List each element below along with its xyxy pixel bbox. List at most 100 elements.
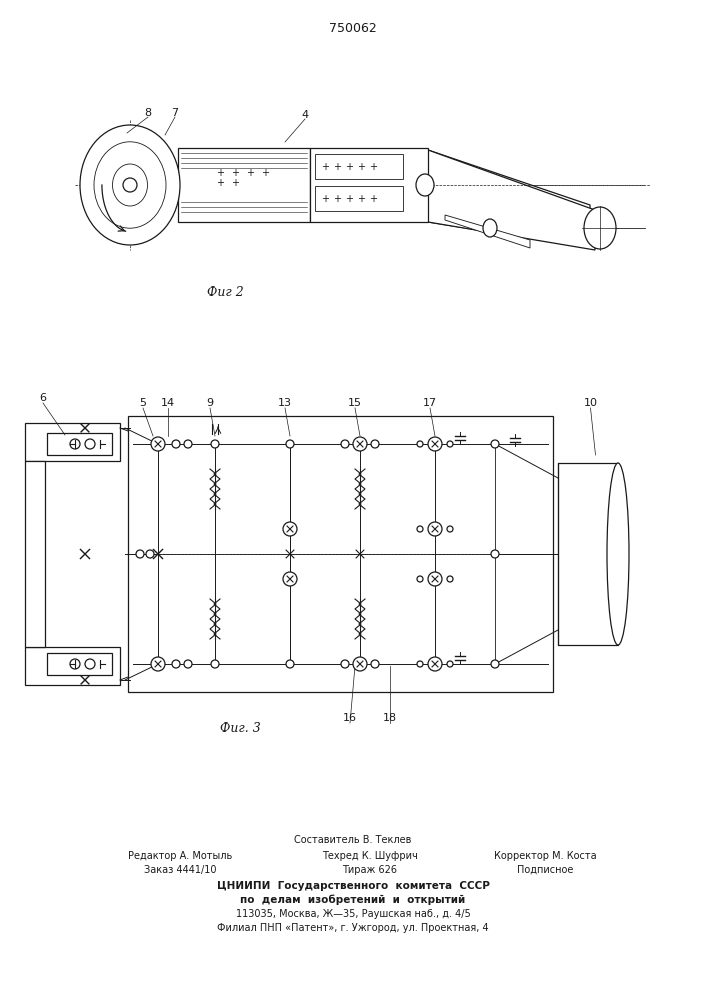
- Text: 8: 8: [144, 108, 151, 118]
- Text: 7: 7: [171, 108, 179, 118]
- Circle shape: [447, 526, 453, 532]
- Circle shape: [70, 659, 80, 669]
- Bar: [178, 148, 310, 222]
- Text: Составитель В. Теклев: Составитель В. Теклев: [294, 835, 411, 845]
- Ellipse shape: [112, 164, 148, 206]
- Text: Заказ 4441/10: Заказ 4441/10: [144, 865, 216, 875]
- Circle shape: [184, 660, 192, 668]
- Circle shape: [85, 439, 95, 449]
- Circle shape: [353, 657, 367, 671]
- Text: +: +: [345, 162, 353, 172]
- Circle shape: [491, 660, 499, 668]
- Circle shape: [341, 440, 349, 448]
- Text: 13: 13: [278, 398, 292, 408]
- Circle shape: [417, 576, 423, 582]
- Circle shape: [283, 572, 297, 586]
- Text: +: +: [216, 168, 224, 178]
- Text: +: +: [216, 178, 224, 188]
- Text: Подписное: Подписное: [517, 865, 573, 875]
- Circle shape: [172, 440, 180, 448]
- Text: 14: 14: [161, 398, 175, 408]
- Text: Редактор А. Мотыль: Редактор А. Мотыль: [128, 851, 232, 861]
- Circle shape: [356, 660, 364, 668]
- Text: 750062: 750062: [329, 21, 377, 34]
- Text: +: +: [231, 168, 239, 178]
- Ellipse shape: [607, 463, 629, 645]
- Circle shape: [211, 440, 219, 448]
- Bar: [47, 653, 112, 675]
- Ellipse shape: [584, 207, 616, 249]
- Circle shape: [417, 661, 423, 667]
- Polygon shape: [428, 150, 595, 250]
- Text: +: +: [321, 194, 329, 204]
- Text: 6: 6: [40, 393, 47, 403]
- Bar: [310, 148, 428, 222]
- Polygon shape: [428, 150, 590, 248]
- Circle shape: [447, 441, 453, 447]
- Circle shape: [356, 440, 364, 448]
- Text: 10: 10: [583, 398, 597, 408]
- Circle shape: [146, 550, 154, 558]
- Text: +: +: [345, 194, 353, 204]
- Text: +: +: [357, 162, 365, 172]
- Circle shape: [353, 437, 367, 451]
- Circle shape: [172, 660, 180, 668]
- Text: 15: 15: [348, 398, 362, 408]
- Text: +: +: [333, 162, 341, 172]
- Bar: [315, 186, 403, 211]
- Text: ЦНИИПИ  Государственного  комитета  СССР: ЦНИИПИ Государственного комитета СССР: [216, 881, 489, 891]
- Circle shape: [417, 441, 423, 447]
- Text: +: +: [369, 194, 377, 204]
- Circle shape: [286, 440, 294, 448]
- Bar: [25, 423, 120, 461]
- Bar: [315, 154, 403, 179]
- Text: 5: 5: [139, 398, 146, 408]
- Polygon shape: [445, 215, 530, 248]
- Circle shape: [428, 572, 442, 586]
- Circle shape: [371, 440, 379, 448]
- Text: +: +: [261, 168, 269, 178]
- Circle shape: [447, 576, 453, 582]
- Circle shape: [151, 437, 165, 451]
- Circle shape: [184, 440, 192, 448]
- Ellipse shape: [80, 125, 180, 245]
- Circle shape: [136, 550, 144, 558]
- Circle shape: [428, 657, 442, 671]
- Text: по  делам  изобретений  и  открытий: по делам изобретений и открытий: [240, 895, 466, 905]
- Text: 18: 18: [383, 713, 397, 723]
- Circle shape: [447, 661, 453, 667]
- Circle shape: [417, 526, 423, 532]
- Circle shape: [431, 440, 439, 448]
- Text: 16: 16: [343, 713, 357, 723]
- Text: 113035, Москва, Ж—35, Раушская наб., д. 4/5: 113035, Москва, Ж—35, Раушская наб., д. …: [235, 909, 470, 919]
- Text: Фиг. 3: Фиг. 3: [220, 722, 260, 734]
- Circle shape: [123, 178, 137, 192]
- Bar: [25, 461, 45, 647]
- Text: +: +: [321, 162, 329, 172]
- Circle shape: [428, 437, 442, 451]
- Circle shape: [85, 659, 95, 669]
- Text: 17: 17: [423, 398, 437, 408]
- Text: +: +: [246, 168, 254, 178]
- Circle shape: [491, 550, 499, 558]
- Circle shape: [211, 660, 219, 668]
- Text: +: +: [333, 194, 341, 204]
- Bar: [47, 433, 112, 455]
- Circle shape: [431, 660, 439, 668]
- Text: +: +: [357, 194, 365, 204]
- Circle shape: [491, 440, 499, 448]
- Bar: [558, 463, 618, 645]
- Bar: [128, 416, 553, 692]
- Text: 4: 4: [301, 110, 308, 120]
- Text: Филиал ПНП «Патент», г. Ужгород, ул. Проектная, 4: Филиал ПНП «Патент», г. Ужгород, ул. Про…: [217, 923, 489, 933]
- Text: Техред К. Шуфрич: Техред К. Шуфрич: [322, 851, 418, 861]
- Text: +: +: [231, 178, 239, 188]
- Ellipse shape: [483, 219, 497, 237]
- Circle shape: [428, 522, 442, 536]
- Circle shape: [151, 657, 165, 671]
- Ellipse shape: [416, 174, 434, 196]
- Text: 9: 9: [206, 398, 214, 408]
- Circle shape: [341, 660, 349, 668]
- Circle shape: [371, 660, 379, 668]
- Text: Фиг 2: Фиг 2: [206, 286, 243, 298]
